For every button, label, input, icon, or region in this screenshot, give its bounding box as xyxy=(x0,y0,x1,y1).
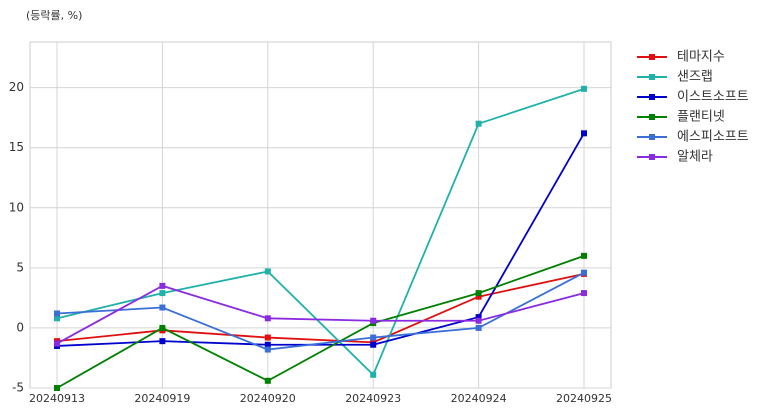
point-marker xyxy=(264,341,271,348)
legend-label: 알체라 xyxy=(677,150,713,165)
point-marker xyxy=(264,334,271,341)
x-tick-label: 20240919 xyxy=(134,392,190,405)
point-marker xyxy=(581,252,587,259)
legend-label: 이스트소프트 xyxy=(677,90,749,105)
point-marker xyxy=(264,268,271,275)
y-tick-label: -5 xyxy=(12,381,24,395)
x-tick-label: 20240925 xyxy=(556,392,612,405)
legend-swatch-marker xyxy=(649,134,655,140)
point-marker xyxy=(54,385,60,391)
series-line xyxy=(56,284,585,345)
x-tick-label: 20240924 xyxy=(451,392,507,405)
point-marker xyxy=(264,315,271,322)
point-marker xyxy=(581,130,587,137)
point-marker xyxy=(159,282,166,289)
series-line xyxy=(56,271,585,351)
point-marker xyxy=(159,338,166,345)
x-tick-label: 20240923 xyxy=(345,392,401,405)
legend-label: 에스피소프트 xyxy=(677,130,749,145)
chart-subtitle: (등락률, %) xyxy=(26,9,82,22)
legend-label: 플랜티넷 xyxy=(677,110,725,125)
legend-swatch-marker xyxy=(649,54,655,60)
series-line xyxy=(56,87,585,377)
point-marker xyxy=(475,290,482,297)
y-tick-label: 15 xyxy=(9,140,24,154)
y-tick-label: 5 xyxy=(16,260,24,274)
point-marker xyxy=(581,85,587,92)
point-marker xyxy=(475,317,482,324)
legend-swatch-marker xyxy=(649,154,655,160)
point-marker xyxy=(264,346,271,353)
y-tick-label: 20 xyxy=(9,80,24,94)
point-marker xyxy=(370,317,377,324)
point-marker xyxy=(475,293,482,300)
x-tick-label: 20240913 xyxy=(29,392,85,405)
point-marker xyxy=(475,324,482,331)
legend-label: 테마지수 xyxy=(677,50,725,65)
point-marker xyxy=(581,290,587,297)
y-tick-label: 0 xyxy=(16,320,24,334)
x-tick-label: 20240920 xyxy=(240,392,296,405)
point-marker xyxy=(159,324,166,331)
y-tick-label: 10 xyxy=(9,200,24,214)
plot-area xyxy=(29,41,612,389)
point-marker xyxy=(54,310,60,317)
legend-swatch-marker xyxy=(649,74,655,80)
point-marker xyxy=(581,269,587,276)
point-marker xyxy=(264,377,271,384)
point-marker xyxy=(475,314,482,321)
legend-swatch-marker xyxy=(649,94,655,100)
point-marker xyxy=(54,340,60,347)
series-line xyxy=(56,272,585,344)
series-line xyxy=(56,254,585,389)
legend-label: 샌즈랩 xyxy=(677,70,713,85)
point-marker xyxy=(159,290,166,297)
point-marker xyxy=(475,120,482,127)
point-marker xyxy=(159,304,166,311)
point-marker xyxy=(370,341,377,348)
point-marker xyxy=(54,315,60,322)
legend-swatch-marker xyxy=(649,114,655,120)
point-marker xyxy=(370,334,377,341)
point-marker xyxy=(370,371,377,378)
